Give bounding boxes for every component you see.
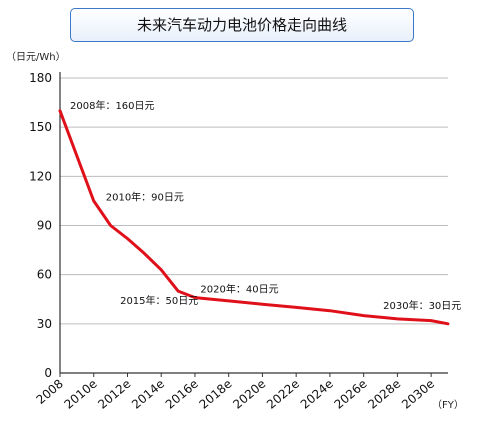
x-tick-label: 2026e	[332, 377, 370, 412]
y-tick-label: 60	[37, 268, 52, 282]
x-tick-label: 2020e	[230, 377, 268, 412]
x-tick-label: 2030e	[399, 377, 437, 412]
y-tick-label: 180	[29, 71, 52, 85]
y-tick-label: 0	[44, 366, 52, 380]
x-tick-label: 2028e	[365, 377, 403, 412]
x-tick-label: 2010e	[62, 377, 100, 412]
annotation-label: 2008年：160日元	[70, 99, 155, 112]
gridlines	[60, 77, 448, 325]
y-unit-label: （日元/Wh）	[6, 52, 66, 63]
x-tick-label: 2012e	[95, 377, 133, 412]
x-tick-label: 2014e	[129, 377, 167, 412]
x-tick-label: 2016e	[163, 377, 201, 412]
labels-layer: 0 30 60 90 120 150 180 20082010e2012e2014e2016e…	[29, 71, 461, 412]
x-tick-label: 2022e	[264, 377, 302, 412]
annotation-label: 2010年：90日元	[106, 191, 184, 204]
y-tick-label: 30	[37, 317, 52, 331]
series-layer	[58, 109, 450, 326]
annotation-label: 2020年：40日元	[200, 282, 278, 295]
annotation-label: 2015年：50日元	[120, 294, 198, 307]
x-tick-label: 2024e	[298, 377, 336, 412]
axes	[59, 72, 448, 377]
x-tick-label: 2018e	[197, 377, 235, 412]
x-unit-label: （FY）	[432, 400, 464, 411]
price-series-line	[58, 109, 450, 326]
y-tick-label: 120	[29, 169, 52, 183]
chart-title: 未来汽车动力电池价格走向曲线	[70, 8, 414, 42]
y-tick-label: 90	[37, 219, 52, 233]
annotation-label: 2030年：30日元	[383, 299, 461, 312]
y-tick-label: 150	[29, 120, 52, 134]
x-tick-label: 2008	[34, 377, 66, 407]
